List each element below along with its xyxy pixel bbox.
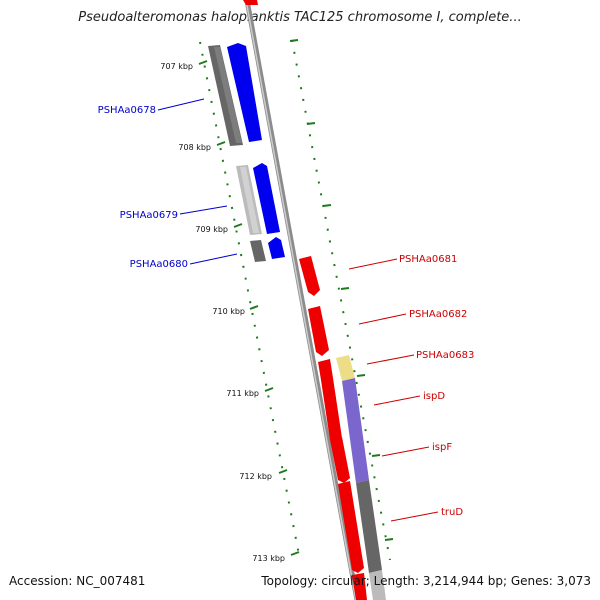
scale-tick-mark <box>198 60 208 65</box>
genes-right-strand <box>243 0 367 600</box>
gene-PSHAa0682[interactable] <box>308 306 329 356</box>
outer-tick-mark <box>356 374 366 377</box>
feature-shade <box>240 167 259 233</box>
scale-tick-label: 707 kbp <box>160 62 193 71</box>
gene-label[interactable]: PSHAa0682 <box>409 309 467 320</box>
labels-left: PSHAa0678 PSHAa0679 PSHAa0680 <box>98 98 238 270</box>
map-title: Pseudoalteromonas haloplanktis TAC125 ch… <box>78 10 522 25</box>
label-leader <box>179 205 228 215</box>
feature-shade <box>214 47 242 143</box>
gene-PSHAa0679[interactable] <box>253 163 280 234</box>
label-leader <box>348 258 398 270</box>
backbone <box>244 0 360 600</box>
label-leader <box>373 395 421 406</box>
scale-tick-mark <box>264 387 274 392</box>
gene-PSHAa0681[interactable] <box>299 256 320 296</box>
outer-tick-mark <box>340 287 350 290</box>
scale-tick-mark <box>233 223 243 228</box>
outer-tick-mark <box>384 538 394 541</box>
gene-ispD[interactable] <box>321 378 342 443</box>
gene-PSHAa0680[interactable] <box>268 237 285 259</box>
summary-text: Topology: circular; Length: 3,214,944 bp… <box>261 574 591 588</box>
label-leader <box>366 354 415 365</box>
outer-tick-mark <box>306 122 316 125</box>
label-leader <box>390 511 439 522</box>
scale-tick-mark <box>290 551 300 556</box>
scale-tick-mark <box>249 305 259 310</box>
outer-tick-mark <box>322 204 332 207</box>
gene-label[interactable]: PSHAa0678 <box>98 105 156 116</box>
gene-label[interactable]: ispD <box>423 391 445 402</box>
outer-tick-mark <box>371 454 381 457</box>
gene-PSHAa0678[interactable] <box>227 43 262 142</box>
label-leader <box>189 253 238 265</box>
scale-tick-mark <box>216 141 226 146</box>
scale-tick-mark <box>278 469 288 474</box>
label-leader <box>358 313 407 325</box>
gene-PSHAa0683[interactable] <box>318 359 333 384</box>
feature-track-right <box>336 355 386 600</box>
scale-tick-label: 713 kbp <box>252 554 285 563</box>
backbone-line <box>244 0 360 600</box>
gene-label[interactable]: ispF <box>432 442 452 453</box>
gene-label[interactable]: truD <box>441 507 463 518</box>
scale-tick-label: 708 kbp <box>178 143 211 152</box>
gene-label[interactable]: PSHAa0681 <box>399 254 457 265</box>
feature-block <box>336 355 355 381</box>
gene-ispF[interactable] <box>330 437 350 483</box>
feature-block <box>369 570 386 600</box>
feature-block <box>250 240 266 262</box>
gene-partial-bottom <box>352 573 367 600</box>
outer-tick-mark <box>289 39 299 42</box>
gene-partial-top <box>243 0 258 5</box>
inner-scale-ring: 707 kbp 708 kbp 709 kbp 710 kbp 711 kbp … <box>160 41 301 563</box>
gene-label[interactable]: PSHAa0683 <box>416 350 474 361</box>
outer-scale-ring <box>289 39 394 561</box>
label-leader <box>381 446 430 457</box>
genes-left-strand <box>227 43 285 259</box>
scale-tick-label: 709 kbp <box>195 225 228 234</box>
labels-right: PSHAa0681 PSHAa0682 PSHAa0683 ispD ispF … <box>348 254 474 522</box>
backbone-highlight <box>245 0 357 600</box>
feature-block <box>356 480 382 573</box>
scale-tick-label: 711 kbp <box>226 389 259 398</box>
gene-label[interactable]: PSHAa0680 <box>130 259 188 270</box>
gene-truD[interactable] <box>338 481 364 573</box>
gene-label[interactable]: PSHAa0679 <box>120 210 178 221</box>
feature-track-left <box>208 45 266 262</box>
feature-block <box>208 45 243 146</box>
feature-block <box>342 378 369 483</box>
label-leader <box>157 98 205 111</box>
scale-tick-label: 712 kbp <box>239 472 272 481</box>
outer-ring-dots <box>291 39 391 561</box>
accession-text: Accession: NC_007481 <box>9 574 146 588</box>
scale-tick-label: 710 kbp <box>212 307 245 316</box>
